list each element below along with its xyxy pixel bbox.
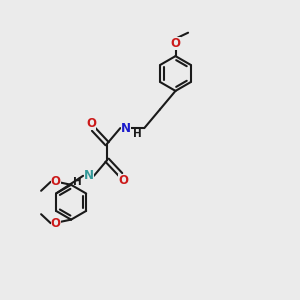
Text: O: O	[50, 175, 61, 188]
Text: O: O	[86, 117, 96, 130]
Text: H: H	[133, 129, 142, 139]
Text: H: H	[73, 177, 81, 187]
Text: N: N	[121, 122, 131, 135]
Text: N: N	[83, 169, 94, 182]
Text: O: O	[118, 173, 128, 187]
Text: O: O	[50, 217, 61, 230]
Text: O: O	[170, 37, 181, 50]
